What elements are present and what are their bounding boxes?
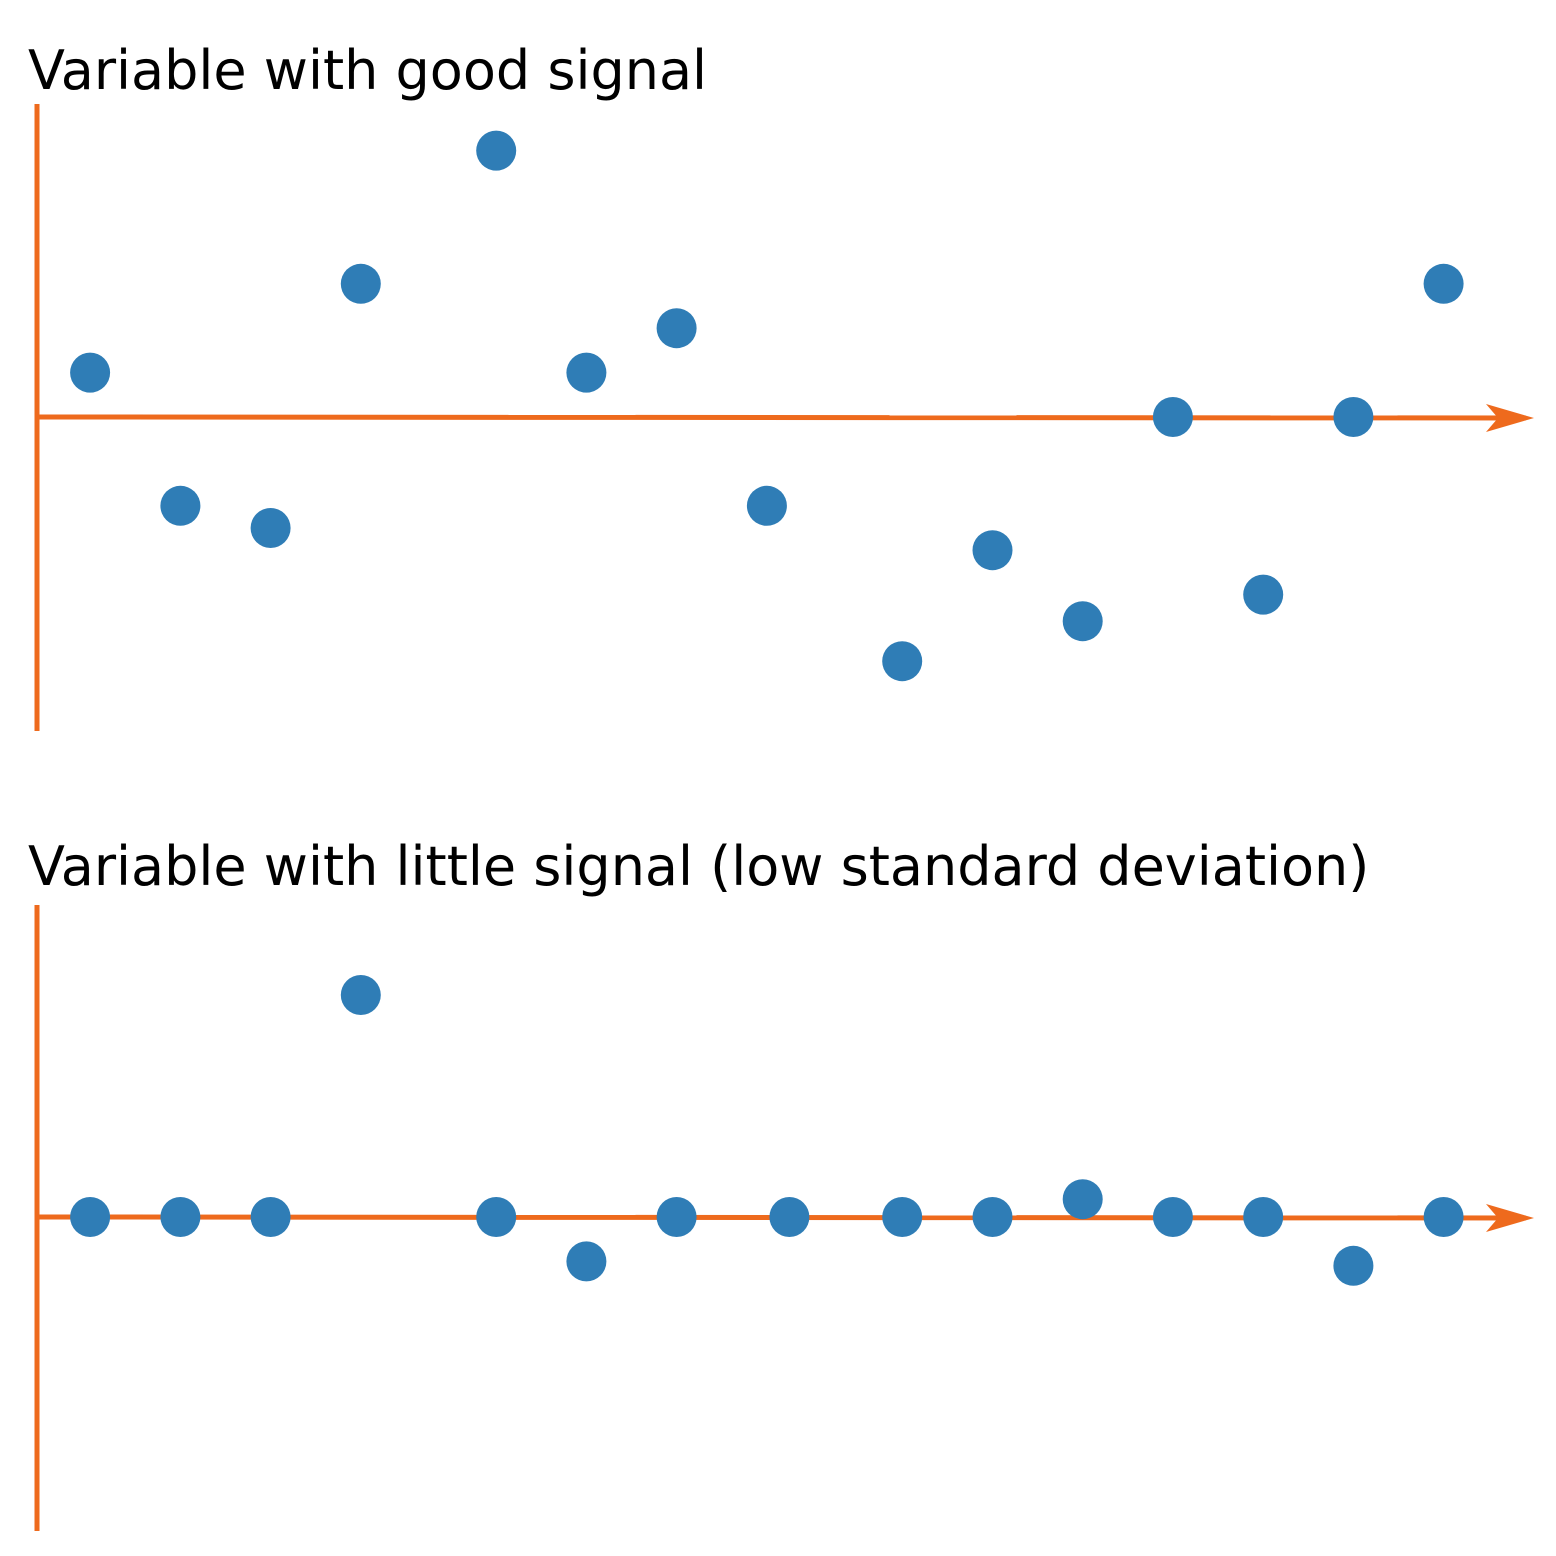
data-point bbox=[1152, 397, 1193, 437]
data-point bbox=[746, 485, 787, 526]
data-point bbox=[566, 1241, 607, 1282]
data-point bbox=[1333, 397, 1374, 437]
data-point bbox=[1243, 574, 1284, 615]
x-axis-line bbox=[36, 414, 1527, 421]
data-point bbox=[656, 1197, 697, 1237]
good-signal-panel: Variable with good signal bbox=[28, 39, 1534, 731]
data-point bbox=[972, 1197, 1013, 1237]
data-point bbox=[70, 1197, 111, 1237]
data-point bbox=[340, 263, 381, 304]
data-point bbox=[972, 530, 1013, 571]
data-point bbox=[1243, 1197, 1284, 1237]
scatter-plot-good-signal bbox=[34, 104, 1534, 731]
data-point bbox=[1062, 1179, 1103, 1220]
data-point bbox=[1062, 601, 1103, 642]
x-axis-arrow-icon bbox=[1486, 1204, 1534, 1232]
data-point bbox=[1152, 1197, 1193, 1237]
chart-title: Variable with little signal (low standar… bbox=[28, 835, 1370, 898]
data-point bbox=[769, 1197, 810, 1237]
data-point bbox=[882, 1197, 923, 1237]
data-point bbox=[340, 975, 381, 1015]
scatter-plot-little-signal bbox=[34, 905, 1534, 1531]
data-point bbox=[160, 485, 201, 526]
data-point bbox=[250, 1197, 291, 1237]
data-point bbox=[160, 1197, 201, 1237]
data-point bbox=[566, 352, 607, 393]
data-point bbox=[1423, 263, 1464, 304]
data-point bbox=[250, 508, 291, 548]
chart-title: Variable with good signal bbox=[28, 39, 708, 102]
data-point bbox=[1333, 1245, 1374, 1286]
data-point bbox=[476, 1197, 517, 1237]
little-signal-panel: Variable with little signal (low standar… bbox=[0, 800, 1556, 1556]
data-point bbox=[476, 130, 517, 171]
data-point bbox=[1423, 1197, 1464, 1237]
data-point bbox=[70, 352, 111, 393]
data-point bbox=[882, 641, 923, 682]
data-point bbox=[656, 308, 697, 349]
x-axis-arrow-icon bbox=[1486, 404, 1534, 432]
